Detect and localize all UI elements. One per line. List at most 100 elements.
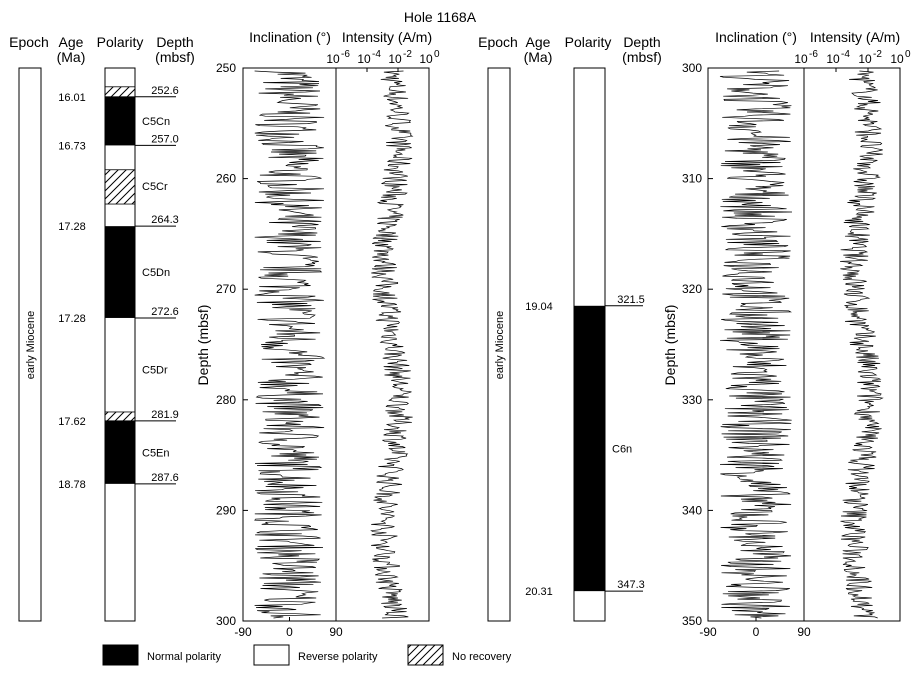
boundary-depth: 287.6 [151,472,179,484]
inclination-tick-label: 90 [797,625,811,639]
legend-reverse-label: Reverse polarity [298,651,378,663]
boundary-age: 18.78 [58,479,86,491]
depth-tick-label: 350 [682,614,702,628]
depth-tick-label: 330 [682,393,702,407]
chron-label: C5Dn [142,267,170,279]
boundary-lines: 19.04 321.5 20.31 347.3 [525,294,645,598]
polarity-block-normal [105,226,135,318]
intensity-tick-exponent: -6 [809,49,818,60]
inclination-series [719,70,793,619]
polarity-column [104,86,136,484]
epoch-header: Epoch [478,34,518,50]
x-ticks: -90 0 90 [699,617,811,639]
polarity-block-norecovery [104,169,136,205]
intensity-tick-label: 10 [794,52,808,66]
inclination-series [254,70,326,619]
depth-ticks: 250 260 270 280 290 300 [216,61,248,628]
boundary-age: 17.28 [58,221,86,233]
polarity-block-norecovery [104,411,136,422]
intensity-tick-label: 10 [858,52,872,66]
polarity-column-frame [573,67,606,622]
depth-tick-label: 310 [682,172,702,186]
depth-tick-label: 260 [216,172,236,186]
depth-tick-label: 270 [216,282,236,296]
depth-tick-label: 320 [682,282,702,296]
inclination-tick-label: 0 [753,625,760,639]
depth-tick-label: 250 [216,61,236,75]
epoch-header: Epoch [9,34,49,50]
inclination-plot-frame [707,67,805,622]
legend-normal-label: Normal polarity [147,651,221,663]
depth-tick-label: 340 [682,503,702,517]
x-ticks: -90 0 90 [234,617,343,639]
depth-header: Depth [623,34,660,50]
boundary-age: 20.31 [525,586,553,598]
chron-label: C5Dr [142,364,168,376]
boundary-depth: 257.0 [151,133,179,145]
inclination-tick-label: -90 [234,625,252,639]
polarity-block-normal [105,96,135,146]
chron-labels: C5Cn C5Cr C5Dn C5Dr C5En [142,116,170,459]
legend-norecovery-swatch [407,644,444,666]
polarity-header: Polarity [565,34,612,50]
depth-ticks: 300 310 320 330 340 350 [682,61,713,628]
chron-label: C6n [612,443,632,455]
polarity-block-norecovery [104,86,136,98]
depth-axis-label: Depth (mbsf) [662,305,678,386]
epoch-label: early Miocene [494,311,506,379]
boundary-age: 16.01 [58,92,86,104]
legend-normal-swatch [102,644,139,666]
polarity-block-normal [105,420,135,484]
age-header: Age [526,34,551,50]
boundary-depth: 272.6 [151,306,179,318]
intensity-tick-label: 10 [357,52,371,66]
depth-tick-label: 280 [216,393,236,407]
intensity-tick-exponent: 0 [434,49,440,60]
figure-title: Hole 1168A [404,9,477,25]
intensity-tick-exponent: -6 [341,49,350,60]
boundary-depth: 281.9 [151,409,179,421]
epoch-column [487,67,511,622]
legend-reverse-swatch [253,644,290,666]
intensity-tick-label: 10 [826,52,840,66]
depth-tick-label: 300 [216,614,236,628]
depth-axis-label: Depth (mbsf) [195,305,211,386]
depth-tick-label: 300 [682,61,702,75]
intensity-tick-exponent: -2 [403,49,412,60]
intensity-tick-exponent: -4 [841,49,850,60]
boundary-age: 19.04 [525,301,553,313]
epoch-label: early Miocene [25,311,37,379]
polarity-block-normal [574,305,605,592]
polarity-column-frame [104,67,136,622]
intensity-header: Intensity (A/m) [342,29,432,45]
intensity-series [370,70,414,619]
intensity-tick-label: 10 [419,52,433,66]
intensity-series [840,70,884,619]
intensity-header: Intensity (A/m) [810,29,900,45]
intensity-tick-exponent: 0 [905,49,911,60]
age-unit: (Ma) [524,49,553,65]
age-header: Age [59,34,84,50]
legend: Normal polarity Reverse polarity No reco… [102,644,512,666]
intensity-plot-frame [335,67,430,622]
inclination-tick-label: 90 [329,625,343,639]
intensity-tick-label: 10 [890,52,904,66]
intensity-tick-label: 10 [388,52,402,66]
legend-norecovery-label: No recovery [452,651,512,663]
boundary-lines: 16.01 252.6 16.73 257.0 17.28 264.3 17.28 272.6… [58,85,179,491]
upper-panel: Epoch Age (Ma) Polarity Depth (mbsf) Inc… [9,29,440,639]
boundary-age: 16.73 [58,140,86,152]
inclination-tick-label: -90 [699,625,717,639]
depth-unit: (mbsf) [622,49,662,65]
boundary-depth: 264.3 [151,214,179,226]
chron-label: C5En [142,447,170,459]
chron-labels: C6n [612,443,632,455]
depth-unit: (mbsf) [155,49,195,65]
intensity-ticks: 10 -6 10 -4 10 -2 10 0 [794,49,911,72]
boundary-age: 17.62 [58,416,86,428]
intensity-tick-exponent: -4 [372,49,381,60]
intensity-tick-label: 10 [326,52,340,66]
lower-panel: Epoch Age (Ma) Polarity Depth (mbsf) Inc… [478,29,911,639]
depth-header: Depth [156,34,193,50]
